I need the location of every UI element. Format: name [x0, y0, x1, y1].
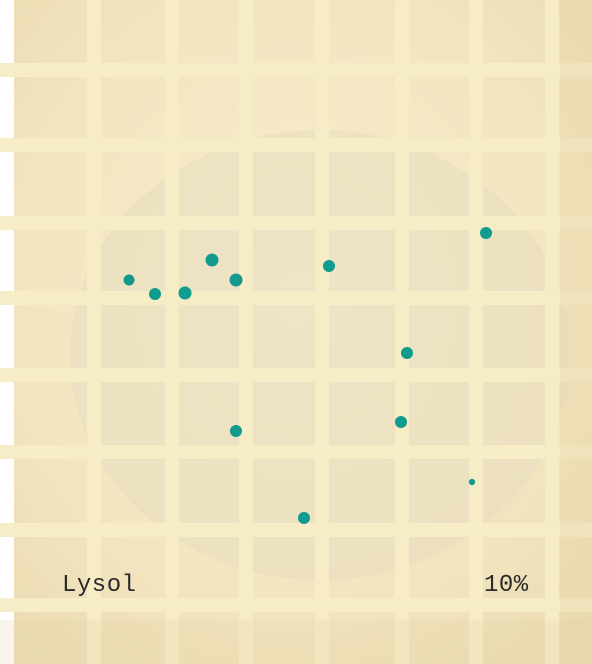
reagent-label: Lysol — [62, 572, 137, 599]
colony — [480, 227, 492, 239]
colony — [395, 416, 407, 428]
colony — [401, 347, 413, 359]
colony — [229, 273, 243, 287]
concentration-label: 10% — [484, 572, 529, 599]
colony — [149, 288, 161, 300]
colony — [468, 478, 476, 486]
edge-shade-bottom — [0, 620, 592, 664]
colony — [123, 274, 135, 286]
colonies — [123, 227, 492, 524]
colony — [178, 286, 192, 300]
paper-margin — [0, 0, 14, 664]
edge-shade-right — [560, 0, 592, 664]
colony — [205, 253, 219, 267]
colony — [298, 512, 310, 524]
colony — [230, 425, 242, 437]
colony — [323, 260, 335, 272]
